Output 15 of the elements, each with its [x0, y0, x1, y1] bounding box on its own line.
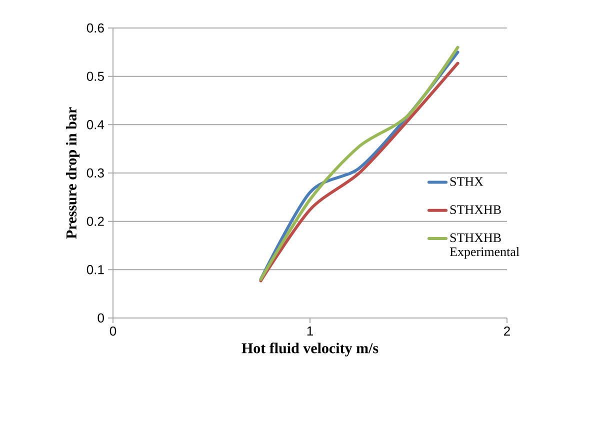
y-tick-label: 0.6	[86, 23, 104, 33]
legend-label: STHX	[450, 177, 484, 186]
x-tick-label: 2	[504, 326, 510, 336]
legend-label: STHXHB Experimental	[450, 233, 520, 259]
y-tick-label: 0	[98, 313, 104, 323]
x-axis-title: Hot fluid velocity m/s	[242, 342, 378, 356]
y-tick-label: 0.3	[86, 168, 104, 178]
y-tick-label: 0.5	[86, 72, 104, 81]
y-tick-label: 0.1	[86, 265, 104, 274]
x-tick-label: 0	[110, 326, 116, 336]
y-tick-label: 0.2	[86, 216, 104, 226]
y-axis-title: Pressure drop in bar	[66, 107, 80, 239]
x-tick-label: 1	[307, 326, 313, 336]
legend-label: STHXHB	[450, 205, 501, 214]
y-tick-label: 0.4	[86, 120, 104, 130]
